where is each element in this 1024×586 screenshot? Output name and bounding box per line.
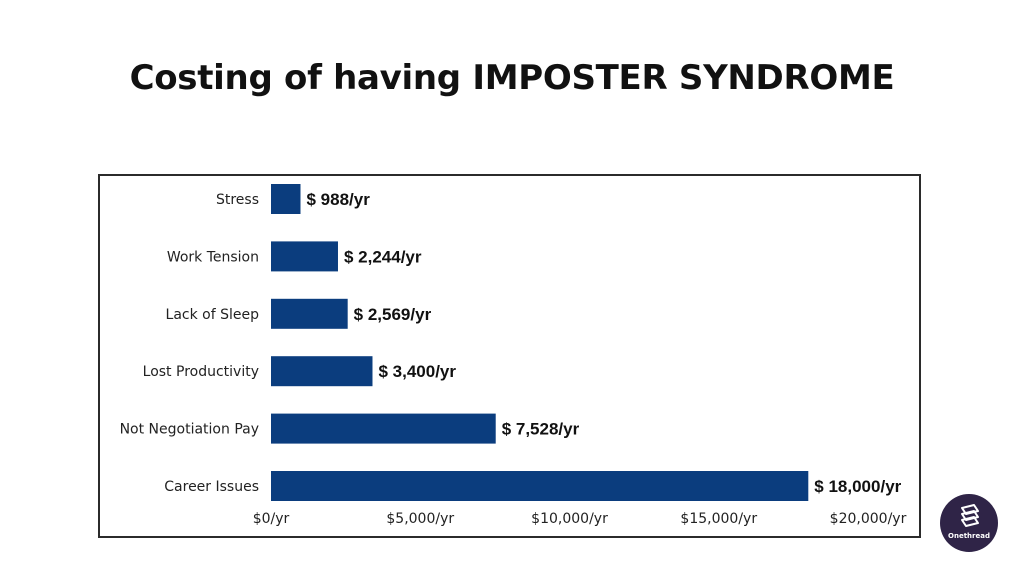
value-label: $ 2,569/yr <box>354 305 432 324</box>
category-label: Career Issues <box>164 479 259 495</box>
value-label: $ 3,400/yr <box>378 362 456 381</box>
x-tick-label: $0/yr <box>253 511 290 527</box>
chart-frame <box>98 174 921 538</box>
category-label: Not Negotiation Pay <box>120 422 259 438</box>
category-label: Lost Productivity <box>143 364 259 380</box>
onethread-logo-icon: Onethread <box>940 494 998 552</box>
bar <box>271 471 809 501</box>
bar <box>271 356 373 387</box>
category-label: Work Tension <box>167 249 259 265</box>
bar <box>271 241 338 272</box>
bar <box>271 298 348 329</box>
value-label: $ 18,000/yr <box>814 477 901 496</box>
bar <box>271 413 496 444</box>
category-label: Stress <box>216 192 259 208</box>
value-label: $ 7,528/yr <box>502 420 580 439</box>
bar <box>271 184 301 214</box>
category-label: Lack of Sleep <box>166 307 260 323</box>
x-tick-label: $15,000/yr <box>680 511 757 527</box>
value-label: $ 2,244/yr <box>344 247 422 266</box>
chart-title: Costing of having IMPOSTER SYNDROME <box>129 58 895 98</box>
x-tick-label: $20,000/yr <box>830 511 907 527</box>
value-label: $ 988/yr <box>306 190 370 209</box>
brand-name: Onethread <box>948 532 990 540</box>
x-tick-label: $10,000/yr <box>531 511 608 527</box>
x-tick-label: $5,000/yr <box>386 511 454 527</box>
